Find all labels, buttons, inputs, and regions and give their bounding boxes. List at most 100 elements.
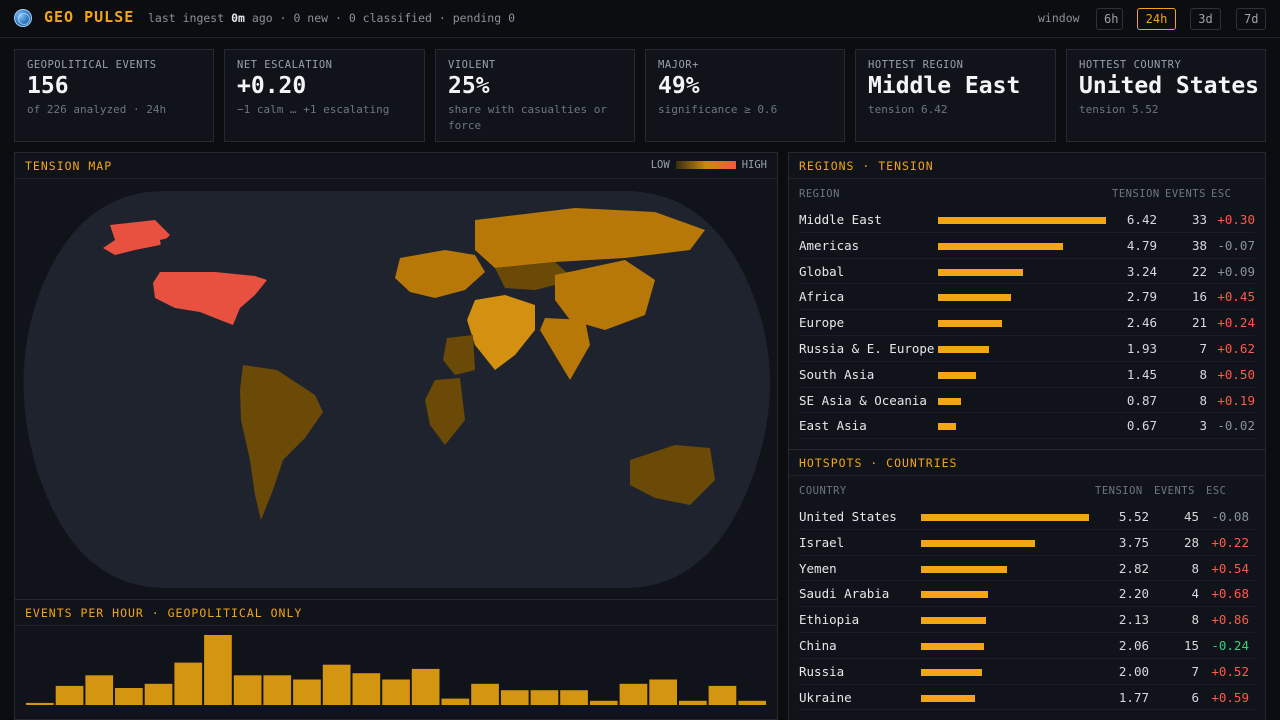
events-chart — [15, 627, 777, 720]
events-bar — [382, 679, 410, 705]
window-24h-button[interactable]: 24h — [1137, 8, 1176, 30]
map-country-south-america — [240, 365, 323, 520]
row-events: 45 — [1183, 509, 1199, 524]
table-row[interactable]: Africa 2.79 16 +0.45 — [799, 284, 1255, 311]
events-chart-panel: EVENTS PER HOUR · GEOPOLITICAL ONLY — [14, 599, 778, 720]
globe-icon — [14, 9, 32, 27]
events-bar — [352, 673, 381, 705]
map-country-india — [540, 318, 590, 380]
row-tension: 1.77 — [1118, 689, 1149, 705]
window-6h-button[interactable]: 6h — [1096, 8, 1123, 30]
table-row[interactable]: Russia & E. Europe 1.93 7 +0.62 — [799, 336, 1255, 362]
row-events: 8 — [1191, 560, 1199, 576]
table-row[interactable]: South Asia 1.45 8 +0.50 — [799, 362, 1255, 388]
col-region: REGION — [799, 188, 840, 200]
table-row[interactable]: China 2.06 15 -0.24 — [799, 633, 1255, 659]
row-esc: -0.02 — [1217, 418, 1255, 434]
map-country-australia — [630, 445, 715, 505]
world-map[interactable] — [15, 180, 777, 600]
row-tension: 1.45 — [1126, 366, 1157, 382]
row-events: 7 — [1191, 663, 1199, 679]
map-country-alaska — [103, 220, 170, 255]
row-esc: +0.19 — [1217, 392, 1255, 408]
row-tension: 5.52 — [1118, 509, 1149, 524]
map-legend: LOW HIGH — [651, 159, 767, 171]
table-row[interactable]: Israel 3.75 28 +0.22 — [799, 530, 1255, 556]
row-name: South Asia — [799, 366, 875, 382]
tension-bar — [921, 668, 982, 676]
row-esc: +0.45 — [1217, 289, 1255, 305]
legend-high: HIGH — [741, 159, 767, 171]
map-country-central-africa — [425, 378, 465, 445]
table-row[interactable]: Americas 4.79 38 -0.07 — [799, 233, 1255, 259]
table-row[interactable]: Russia 2.00 7 +0.52 — [799, 659, 1255, 685]
table-row[interactable]: Ethiopia 2.13 8 +0.86 — [799, 607, 1255, 633]
row-name: Israel — [799, 534, 845, 550]
tension-bar — [921, 694, 975, 702]
row-events: 8 — [1191, 612, 1199, 628]
tension-bar — [938, 217, 1106, 224]
row-esc: +0.62 — [1217, 340, 1255, 356]
status-prefix: last ingest — [148, 11, 225, 25]
table-row[interactable]: Yemen 2.82 8 +0.54 — [799, 556, 1255, 582]
row-tension: 3.75 — [1118, 534, 1149, 550]
card-label: MAJOR+ — [658, 59, 699, 71]
regions-rows: Middle East 6.42 33 +0.30 Americas 4.79 38 -0.0… — [789, 207, 1265, 440]
map-country-mexico — [175, 308, 237, 358]
tension-bar — [921, 514, 1089, 521]
stat-card-hottest-region: HOTTEST REGION Middle East tension 6.42 — [855, 49, 1056, 142]
col-tension: TENSION — [1112, 188, 1160, 200]
card-value: +0.20 — [237, 73, 307, 99]
window-3d-button[interactable]: 3d — [1190, 8, 1221, 30]
events-bar — [174, 662, 203, 705]
table-row[interactable]: SE Asia & Oceania 0.87 8 +0.19 — [799, 388, 1255, 414]
col-tension: TENSION — [1095, 485, 1143, 497]
card-sub: tension 6.42 — [868, 103, 948, 116]
card-sub: share with casualties or force — [448, 103, 607, 132]
app-title: GEO PULSE — [44, 8, 135, 26]
events-bar — [293, 679, 321, 705]
countries-title: HOTSPOTS · COUNTRIES — [789, 450, 1265, 476]
stat-card-major: MAJOR+ 49% significance ≥ 0.6 — [645, 49, 845, 142]
row-name: Ethiopia — [799, 612, 860, 628]
events-bar — [322, 664, 351, 705]
row-events: 8 — [1199, 366, 1207, 382]
map-country-europe — [395, 250, 485, 298]
row-name: Ukraine — [799, 689, 852, 705]
row-esc: +0.86 — [1211, 612, 1249, 628]
events-bar — [500, 690, 529, 705]
row-events: 6 — [1191, 689, 1199, 705]
table-row[interactable]: Ukraine 1.77 6 +0.59 — [799, 685, 1255, 711]
row-tension: 2.46 — [1126, 315, 1157, 331]
col-esc: ESC — [1206, 485, 1227, 497]
row-esc: +0.54 — [1211, 560, 1249, 576]
tension-bar — [921, 565, 1007, 573]
tension-bar — [938, 345, 989, 353]
countries-panel: HOTSPOTS · COUNTRIES COUNTRY TENSION EVE… — [788, 449, 1266, 720]
map-country-se-asia — [600, 340, 655, 395]
table-row[interactable]: Saudi Arabia 2.20 4 +0.68 — [799, 581, 1255, 608]
row-events: 15 — [1183, 637, 1199, 653]
col-events: EVENTS — [1154, 485, 1195, 497]
col-esc: ESC — [1211, 188, 1232, 200]
window-7d-button[interactable]: 7d — [1236, 8, 1266, 30]
row-events: 7 — [1199, 340, 1207, 356]
legend-gradient — [675, 161, 736, 169]
countries-rows: United States 5.52 45 -0.08 Israel 3.75 28 +0.2… — [789, 504, 1265, 711]
col-events: EVENTS — [1165, 188, 1206, 200]
table-row[interactable]: United States 5.52 45 -0.08 — [799, 504, 1255, 530]
table-row[interactable]: Middle East 6.42 33 +0.30 — [799, 207, 1255, 233]
table-row[interactable]: East Asia 0.67 3 -0.02 — [799, 413, 1255, 440]
table-row[interactable]: Europe 2.46 21 +0.24 — [799, 310, 1255, 336]
row-tension: 3.24 — [1126, 263, 1157, 279]
row-name: Russia & E. Europe — [799, 340, 935, 356]
events-bar — [738, 700, 766, 705]
stat-card-violent: VIOLENT 25% share with casualties or for… — [435, 49, 635, 142]
row-tension: 0.67 — [1126, 418, 1157, 434]
row-events: 28 — [1183, 534, 1199, 550]
row-tension: 2.00 — [1118, 663, 1149, 679]
row-name: SE Asia & Oceania — [799, 392, 927, 408]
card-sub: of 226 analyzed · 24h — [27, 103, 167, 116]
table-row[interactable]: Global 3.24 22 +0.09 — [799, 259, 1255, 285]
row-esc: +0.52 — [1211, 663, 1249, 679]
